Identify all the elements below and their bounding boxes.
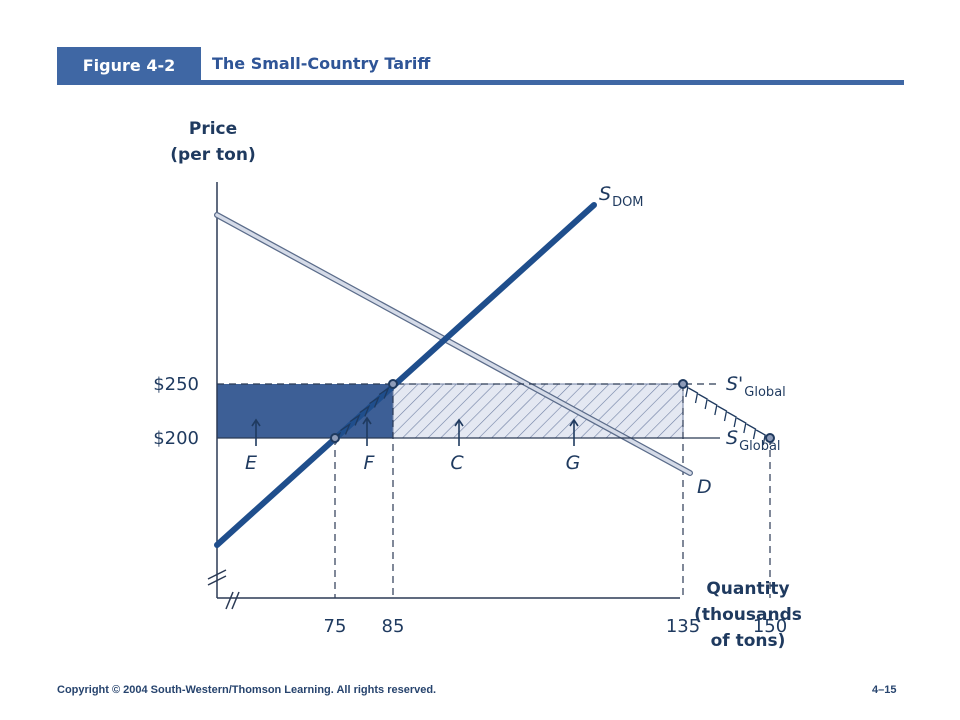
pointer-g-head [569,418,579,427]
f-wedge-mark [378,386,390,399]
x-axis-title-2: (thousands [694,605,802,625]
y-tick-labels: $250 $200 [153,374,199,449]
f-wedge-mark [369,395,380,408]
x-break-1 [225,591,234,610]
page-number: 4–15 [872,684,897,696]
x-tick-75: 75 [324,616,347,637]
area-letter-e: E [245,452,257,474]
series-labels: SDOM S'Global SGlobal D [599,183,786,498]
y-axis-title-1: Price [189,119,237,139]
label-s-dom: SDOM [599,183,644,210]
point-135 [678,379,688,389]
g-wedge-mark [688,387,699,404]
pointer-c-head [454,418,464,427]
y-tick-200: $200 [153,428,199,449]
label-s-global: SGlobal [726,427,781,454]
g-wedge-mark [717,405,728,422]
y-break-1 [207,569,227,580]
area-letter-c: C [450,452,464,474]
x-axis-title-3: of tons) [711,631,786,651]
x-axis-title-1: Quantity [706,579,789,599]
figure-label: Figure 4-2 [57,47,201,85]
area-letter-f: F [364,452,376,474]
y-tick-250: $250 [153,374,199,395]
g-wedge-mark [707,399,718,416]
figure-header: Figure 4-2 The Small-Country Tariff [57,47,904,85]
x-break-2 [231,591,240,610]
pointer-f-head [362,416,372,425]
figure-title: The Small-Country Tariff [212,54,431,73]
point-150 [765,433,775,443]
label-s-dom-subscript: DOM [612,195,643,210]
x-tick-labels: 75 85 135 150 [324,616,788,637]
key-points [330,379,775,443]
f-wedge-mark [340,422,351,435]
guide-lines [334,384,771,598]
point-85 [388,379,398,389]
g-wedge-mark [755,429,766,446]
x-tick-85: 85 [382,616,405,637]
label-d: D [697,476,712,498]
point-75 [330,433,340,443]
y-axis-title-2: (per ton) [170,145,255,165]
s-dom-line [214,202,597,548]
demand-line-fill [215,213,692,475]
label-s-global-subscript: Global [739,439,780,454]
g-wedge-mark [736,417,747,434]
axis-break-marks [207,569,240,610]
f-wedge-mark [359,404,371,417]
g-wedge-mark [746,423,757,440]
pointer-e-head [251,418,261,427]
label-s-global-prime-subscript: Global [744,385,785,400]
x-tick-135: 135 [666,616,700,637]
g-wedge-mark [726,411,737,428]
header-rule [201,80,904,85]
copyright-text: Copyright © 2004 South-Western/Thomson L… [57,684,437,696]
x-tick-150: 150 [753,616,787,637]
area-letter-g: G [566,452,581,474]
y-break-2 [207,575,227,586]
label-s-global-prime: S'Global [726,373,786,400]
f-wedge-mark [349,413,361,426]
area-pointers [251,416,579,446]
g-wedge-mark [697,393,708,410]
